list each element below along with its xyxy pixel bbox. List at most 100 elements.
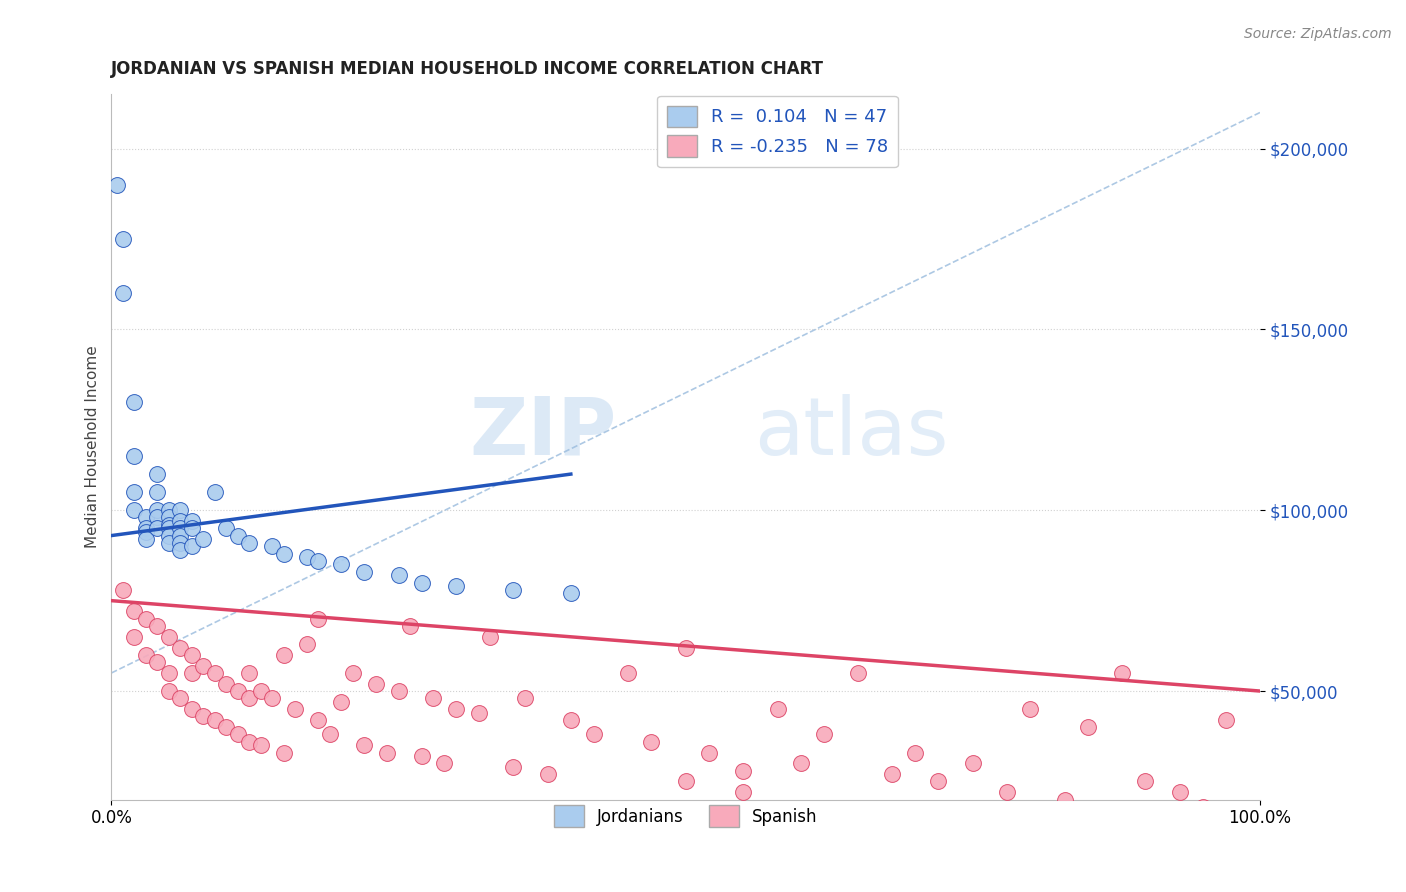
- Point: [157, 517, 180, 532]
- Point: [157, 521, 180, 535]
- Point: [124, 630, 146, 644]
- Point: [146, 619, 169, 633]
- Point: [249, 684, 271, 698]
- Point: [204, 485, 226, 500]
- Point: [262, 540, 284, 554]
- Point: [146, 521, 169, 535]
- Y-axis label: Median Household Income: Median Household Income: [86, 345, 100, 549]
- Point: [560, 586, 582, 600]
- Point: [411, 575, 433, 590]
- Point: [180, 521, 202, 535]
- Point: [307, 713, 329, 727]
- Point: [204, 665, 226, 680]
- Point: [105, 178, 128, 192]
- Point: [387, 684, 409, 698]
- Point: [169, 536, 191, 550]
- Point: [215, 521, 238, 535]
- Point: [1053, 792, 1076, 806]
- Point: [226, 727, 249, 741]
- Point: [411, 749, 433, 764]
- Point: [330, 558, 353, 572]
- Point: [169, 503, 191, 517]
- Point: [342, 665, 364, 680]
- Point: [640, 734, 662, 748]
- Point: [318, 727, 340, 741]
- Point: [295, 550, 318, 565]
- Point: [789, 756, 811, 771]
- Point: [375, 746, 398, 760]
- Point: [146, 655, 169, 669]
- Point: [238, 734, 260, 748]
- Point: [157, 510, 180, 524]
- Point: [169, 521, 191, 535]
- Point: [1191, 799, 1213, 814]
- Point: [146, 503, 169, 517]
- Point: [675, 774, 697, 789]
- Point: [226, 528, 249, 542]
- Point: [249, 739, 271, 753]
- Point: [238, 691, 260, 706]
- Point: [193, 658, 215, 673]
- Point: [135, 532, 157, 546]
- Point: [582, 727, 605, 741]
- Point: [180, 648, 202, 662]
- Point: [169, 543, 191, 558]
- Point: [111, 286, 134, 301]
- Point: [215, 720, 238, 734]
- Point: [169, 514, 191, 528]
- Point: [180, 540, 202, 554]
- Point: [157, 503, 180, 517]
- Point: [353, 739, 375, 753]
- Point: [169, 640, 191, 655]
- Point: [273, 746, 295, 760]
- Point: [1215, 713, 1237, 727]
- Point: [433, 756, 456, 771]
- Point: [226, 684, 249, 698]
- Point: [124, 605, 146, 619]
- Point: [364, 677, 387, 691]
- Point: [215, 677, 238, 691]
- Point: [180, 702, 202, 716]
- Text: ZIP: ZIP: [470, 394, 617, 472]
- Point: [157, 528, 180, 542]
- Point: [1111, 665, 1133, 680]
- Point: [295, 637, 318, 651]
- Point: [813, 727, 835, 741]
- Point: [846, 665, 869, 680]
- Point: [537, 767, 560, 781]
- Point: [169, 691, 191, 706]
- Point: [273, 648, 295, 662]
- Text: JORDANIAN VS SPANISH MEDIAN HOUSEHOLD INCOME CORRELATION CHART: JORDANIAN VS SPANISH MEDIAN HOUSEHOLD IN…: [111, 60, 824, 78]
- Point: [180, 514, 202, 528]
- Text: Source: ZipAtlas.com: Source: ZipAtlas.com: [1244, 27, 1392, 41]
- Point: [697, 746, 720, 760]
- Point: [146, 467, 169, 481]
- Point: [479, 630, 502, 644]
- Point: [387, 568, 409, 582]
- Point: [904, 746, 927, 760]
- Point: [169, 528, 191, 542]
- Point: [157, 665, 180, 680]
- Point: [675, 640, 697, 655]
- Point: [1133, 774, 1156, 789]
- Point: [135, 612, 157, 626]
- Point: [1019, 702, 1042, 716]
- Point: [135, 648, 157, 662]
- Point: [444, 702, 467, 716]
- Point: [124, 485, 146, 500]
- Point: [927, 774, 949, 789]
- Point: [193, 532, 215, 546]
- Point: [1077, 720, 1099, 734]
- Point: [560, 713, 582, 727]
- Point: [273, 547, 295, 561]
- Point: [238, 536, 260, 550]
- Point: [124, 394, 146, 409]
- Point: [180, 665, 202, 680]
- Point: [157, 630, 180, 644]
- Point: [111, 582, 134, 597]
- Point: [124, 503, 146, 517]
- Point: [399, 619, 422, 633]
- Point: [766, 702, 789, 716]
- Point: [513, 691, 536, 706]
- Point: [882, 767, 904, 781]
